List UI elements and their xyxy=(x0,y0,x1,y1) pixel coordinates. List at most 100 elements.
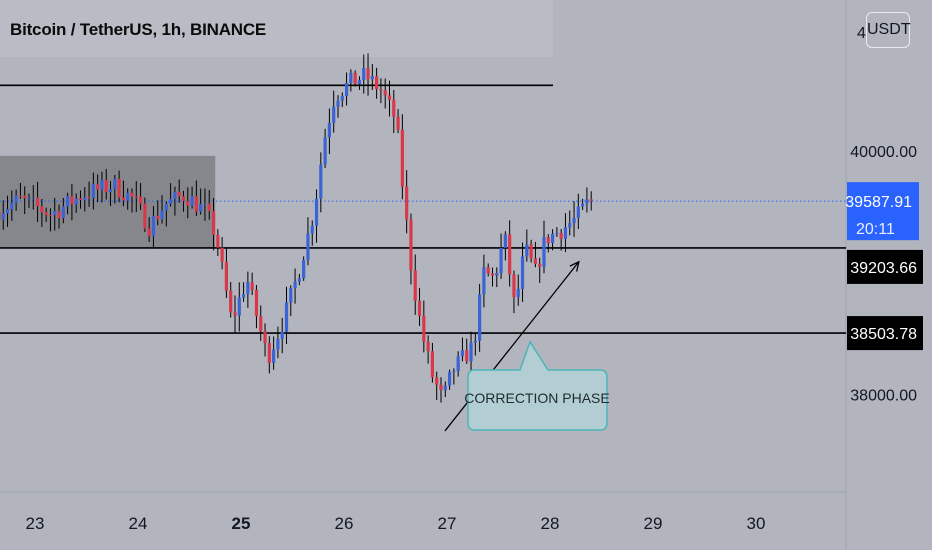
currency-button[interactable]: USDT xyxy=(866,12,911,48)
candle-body-122 xyxy=(520,256,525,289)
candle-body-30 xyxy=(126,192,130,201)
candle-body-14 xyxy=(57,211,61,219)
candle-body-124 xyxy=(529,244,533,259)
candle-body-131 xyxy=(559,232,563,239)
candle-body-42 xyxy=(177,191,181,197)
candle-body-84 xyxy=(357,80,362,85)
y-tick-label-1: 38000.00 xyxy=(850,387,917,404)
candle-body-7 xyxy=(27,197,31,199)
x-tick-label-27: 27 xyxy=(438,514,457,533)
candle-body-100 xyxy=(426,341,430,352)
candle-body-110 xyxy=(469,342,473,362)
candle-body-125 xyxy=(533,258,538,264)
candle-body-70 xyxy=(297,278,301,282)
candle-body-102 xyxy=(435,377,439,385)
candle-body-93 xyxy=(396,116,400,130)
candle-body-16 xyxy=(66,196,70,207)
candle-body-116 xyxy=(495,272,499,276)
candle-body-17 xyxy=(70,196,74,205)
candle-body-31 xyxy=(130,192,134,197)
candle-body-52 xyxy=(220,247,224,262)
candle-body-40 xyxy=(169,199,173,204)
candle-body-28 xyxy=(117,178,121,198)
candle-body-49 xyxy=(207,203,211,212)
candle-body-107 xyxy=(456,356,460,372)
candle-body-129 xyxy=(550,233,555,244)
candle-body-120 xyxy=(512,274,516,298)
candle-body-56 xyxy=(237,297,241,316)
candle-body-115 xyxy=(490,273,495,276)
candle-body-50 xyxy=(211,211,216,236)
candle-body-91 xyxy=(387,95,392,100)
x-tick-label-24: 24 xyxy=(129,514,148,533)
candle-body-15 xyxy=(61,206,65,219)
candle-body-62 xyxy=(263,331,267,343)
candle-body-85 xyxy=(362,68,366,81)
candle-body-104 xyxy=(443,385,447,391)
candle-body-47 xyxy=(199,203,203,212)
candle-body-41 xyxy=(173,191,177,200)
candle-body-11 xyxy=(44,212,48,216)
candle-body-123 xyxy=(525,244,529,257)
candle-body-133 xyxy=(568,223,572,228)
candle-body-94 xyxy=(400,129,404,187)
candle-body-121 xyxy=(516,288,520,298)
candle-body-8 xyxy=(31,197,35,199)
candle-body-88 xyxy=(375,76,379,90)
candle-body-79 xyxy=(336,100,340,107)
x-tick-label-23: 23 xyxy=(26,514,45,533)
candle-body-32 xyxy=(134,196,138,198)
candle-body-95 xyxy=(405,186,409,220)
candle-body-44 xyxy=(186,201,190,206)
candle-body-64 xyxy=(272,349,276,364)
symbol-title[interactable]: Bitcoin / TetherUS, 1h, BINANCE xyxy=(10,20,267,39)
candle-body-101 xyxy=(430,351,435,378)
candle-body-80 xyxy=(340,95,344,101)
current-price-tag xyxy=(847,182,919,241)
candle-body-118 xyxy=(503,234,507,248)
symbol-header: Bitcoin / TetherUS, 1h, BINANCE xyxy=(0,0,553,57)
candle-body-20 xyxy=(83,197,87,201)
candle-body-45 xyxy=(190,196,194,206)
candle-body-2 xyxy=(5,209,10,214)
candle-body-39 xyxy=(164,203,168,211)
candle-body-61 xyxy=(259,316,263,332)
overlays: CORRECTION PHASE xyxy=(444,260,610,432)
callout-bubble xyxy=(467,340,608,431)
candle-body-27 xyxy=(113,178,117,190)
candle-body-65 xyxy=(276,338,280,350)
candle-body-99 xyxy=(422,315,426,342)
candle-body-5 xyxy=(18,195,23,197)
candle-body-12 xyxy=(48,215,53,217)
consolidation-range xyxy=(0,155,216,249)
candle-body-127 xyxy=(542,237,546,267)
candle-body-58 xyxy=(246,282,250,295)
candle-body-67 xyxy=(284,302,289,332)
candle-body-43 xyxy=(181,196,186,202)
candle-body-83 xyxy=(353,72,357,85)
callout-text: CORRECTION PHASE xyxy=(464,390,609,406)
candle-body-89 xyxy=(379,89,383,91)
candle-body-106 xyxy=(452,371,456,373)
candle-body-109 xyxy=(465,350,469,362)
current-price-value: 39587.91 xyxy=(845,194,912,211)
candle-body-59 xyxy=(250,282,254,290)
candle-body-98 xyxy=(417,300,422,316)
candle-body-29 xyxy=(121,197,126,201)
x-tick-label-26: 26 xyxy=(335,514,354,533)
candle-body-21 xyxy=(87,197,91,199)
candle-body-51 xyxy=(216,235,220,248)
candle-body-53 xyxy=(224,261,229,291)
candle-body-18 xyxy=(74,198,78,205)
candle-body-36 xyxy=(151,215,156,237)
candle-body-23 xyxy=(96,184,100,190)
candles xyxy=(0,53,593,403)
chart-panes xyxy=(0,0,847,550)
level-tag-lower xyxy=(847,316,923,351)
candle-body-97 xyxy=(413,270,417,301)
candle-body-68 xyxy=(289,288,293,303)
candle-body-66 xyxy=(280,331,284,339)
candle-body-128 xyxy=(546,237,550,244)
